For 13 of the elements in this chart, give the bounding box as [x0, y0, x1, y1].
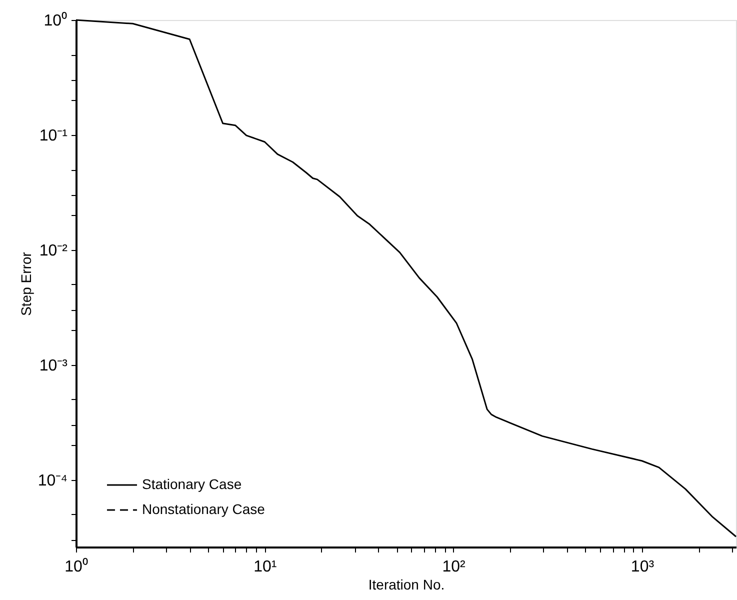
- y-tick-label: 10⁻³: [39, 357, 68, 374]
- x-tick-label: 10³: [630, 558, 655, 576]
- x-tick-label: 10⁰: [64, 558, 88, 576]
- legend-label: Stationary Case: [142, 476, 242, 492]
- x-tick-label: 10²: [442, 558, 466, 576]
- y-tick-label: 10⁻¹: [39, 127, 68, 144]
- y-tick-label: 10⁻⁴: [38, 472, 68, 490]
- legend-label: Nonstationary Case: [142, 501, 266, 517]
- x-axis-title: Iteration No.: [368, 576, 445, 592]
- y-tick-label: 10⁰: [44, 12, 68, 30]
- y-axis-title: Step Error: [18, 252, 34, 316]
- y-tick-label: 10⁻²: [39, 242, 68, 260]
- x-tick-label: 10¹: [254, 558, 277, 576]
